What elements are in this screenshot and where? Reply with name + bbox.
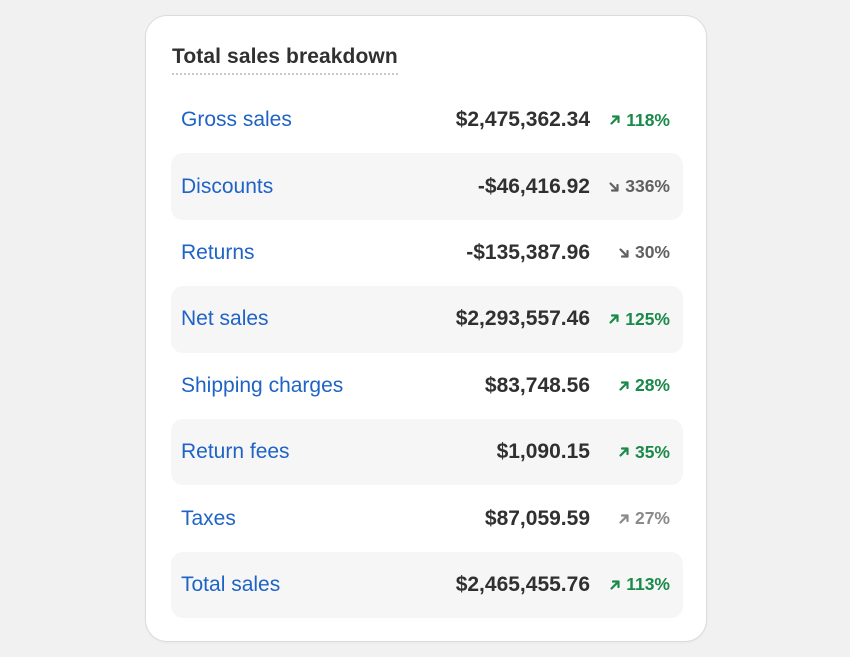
net-sales-change: 125% — [596, 309, 670, 330]
shipping-charges-change: 28% — [596, 375, 670, 396]
breakdown-list: Gross sales $2,475,362.34 118% Discounts… — [171, 87, 683, 619]
breakdown-row-taxes: Taxes $87,059.59 27% — [171, 485, 683, 551]
gross-sales-value: $2,475,362.34 — [455, 108, 590, 132]
arrow-up-right-icon — [619, 513, 629, 524]
arrow-up-right-icon — [610, 115, 620, 125]
sales-breakdown-card: Total sales breakdown Gross sales $2,475… — [145, 15, 707, 642]
net-sales-value: $2,293,557.46 — [455, 307, 590, 331]
return-fees-link[interactable]: Return fees — [181, 440, 290, 464]
breakdown-row-return-fees: Return fees $1,090.15 35% — [171, 418, 683, 486]
total-sales-link[interactable]: Total sales — [181, 572, 281, 596]
total-sales-value: $2,465,455.76 — [455, 572, 590, 596]
returns-link[interactable]: Returns — [181, 240, 255, 264]
gross-sales-link[interactable]: Gross sales — [181, 108, 292, 132]
change-percent: 118% — [626, 109, 670, 130]
arrow-down-right-icon — [609, 181, 619, 192]
change-percent: 27% — [634, 508, 670, 529]
discounts-link[interactable]: Discounts — [181, 174, 274, 198]
taxes-link[interactable]: Taxes — [181, 506, 236, 530]
arrow-up-right-icon — [619, 447, 629, 457]
discounts-value: -$46,416.92 — [477, 174, 590, 198]
change-percent: 113% — [626, 574, 670, 595]
return-fees-change: 35% — [596, 442, 670, 463]
breakdown-row-shipping-charges: Shipping charges $83,748.56 28% — [171, 353, 683, 419]
breakdown-row-gross-sales: Gross sales $2,475,362.34 118% — [171, 87, 683, 153]
change-percent: 125% — [625, 308, 670, 329]
breakdown-row-total-sales: Total sales $2,465,455.76 113% — [171, 551, 683, 619]
returns-value: -$135,387.96 — [466, 240, 590, 264]
total-sales-change: 113% — [596, 574, 670, 595]
discounts-change: 336% — [596, 176, 670, 197]
gross-sales-change: 118% — [596, 110, 670, 131]
taxes-change: 27% — [596, 508, 670, 529]
returns-change: 30% — [596, 242, 670, 263]
arrow-up-right-icon — [609, 314, 619, 324]
arrow-up-right-icon — [610, 580, 620, 590]
taxes-value: $87,059.59 — [484, 506, 590, 530]
shipping-charges-value: $83,748.56 — [484, 373, 590, 397]
shipping-charges-link[interactable]: Shipping charges — [181, 373, 344, 397]
return-fees-value: $1,090.15 — [496, 440, 590, 464]
arrow-down-right-icon — [619, 248, 629, 258]
breakdown-row-discounts: Discounts -$46,416.92 336% — [171, 153, 683, 220]
change-percent: 336% — [625, 176, 670, 197]
arrow-up-right-icon — [619, 381, 629, 391]
card-title[interactable]: Total sales breakdown — [172, 44, 398, 76]
change-percent: 30% — [634, 242, 670, 263]
change-percent: 35% — [634, 441, 670, 462]
change-percent: 28% — [634, 375, 670, 396]
breakdown-row-returns: Returns -$135,387.96 30% — [171, 220, 683, 286]
net-sales-link[interactable]: Net sales — [181, 307, 269, 331]
breakdown-row-net-sales: Net sales $2,293,557.46 125% — [171, 286, 683, 353]
